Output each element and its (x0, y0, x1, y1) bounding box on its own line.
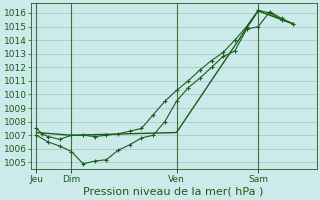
X-axis label: Pression niveau de la mer( hPa ): Pression niveau de la mer( hPa ) (84, 187, 264, 197)
